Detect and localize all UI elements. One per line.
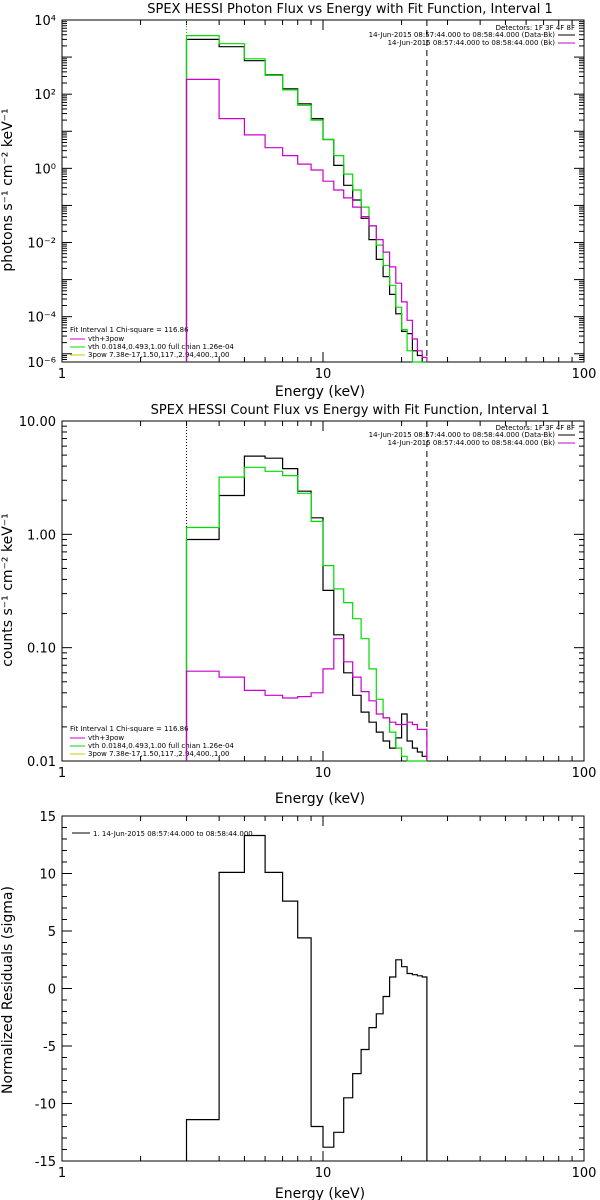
x-tick-label: 10 [315, 766, 332, 781]
x-tick-label: 100 [572, 1166, 597, 1181]
y-tick-label: 10² [34, 88, 56, 103]
legend-entry: 14-Jun-2015 08:57:44.000 to 08:58:44.000… [388, 39, 556, 47]
y-tick-label: 10⁰ [34, 162, 56, 177]
panel-count-flux: SPEX HESSI Count Flux vs Energy with Fit… [0, 403, 575, 807]
legend-entry: 1. 14-Jun-2015 08:57:44.000 to 08:58:44.… [93, 830, 253, 838]
plot-frame [61, 815, 585, 1162]
fit-legend-item: 3pow 7.38e-17,1.50,117.,2.94,400.,1.00 [88, 351, 230, 359]
x-tick-label: 100 [572, 766, 597, 781]
y-tick-label: -15 [35, 1155, 56, 1170]
fit-legend-header: Fit Interval 1 Chi-square = 116.86 [70, 326, 189, 334]
y-tick-label: 15 [39, 810, 56, 825]
y-tick-label: 10⁴ [34, 14, 56, 29]
x-axis-label: Energy (keV) [275, 1186, 365, 1200]
series-line-0 [185, 834, 428, 1161]
y-tick-label: 10.00 [19, 415, 56, 430]
fit-legend-item: vth+3pow [88, 734, 124, 742]
y-tick-label: 10 [39, 868, 56, 883]
x-axis-label: Energy (keV) [275, 791, 365, 807]
y-tick-label: 0.10 [27, 642, 56, 657]
y-tick-label: 0 [48, 983, 56, 998]
legend-detectors: Detectors: 1F 3F 4F 8F [496, 24, 575, 32]
y-axis-label: counts s⁻¹ cm⁻² keV⁻¹ [0, 513, 16, 667]
panel-residuals: Normalized Residuals (sigma) Energy (keV… [0, 830, 365, 1200]
y-axis-label: photons s⁻¹ cm⁻² keV⁻¹ [0, 108, 16, 271]
chart-title: SPEX HESSI Photon Flux vs Energy with Fi… [147, 2, 553, 17]
x-tick-label: 1 [58, 367, 66, 382]
y-tick-label: 0.01 [27, 755, 56, 770]
panel-photon-flux: SPEX HESSI Photon Flux vs Energy with Fi… [0, 2, 575, 400]
x-tick-label: 10 [315, 1166, 332, 1181]
fit-legend-item: vth 0.0184,0.493,1.00 full chian 1.26e-0… [88, 343, 234, 351]
x-axis-label: Energy (keV) [275, 384, 365, 400]
legend-entry: 14-Jun-2015 08:57:44.000 to 08:58:44.000… [388, 439, 556, 447]
legend-detectors: Detectors: 1F 3F 4F 8F [496, 424, 575, 432]
series-line-1 [185, 466, 427, 762]
series-line-0 [185, 38, 427, 363]
x-tick-label: 1 [58, 1166, 66, 1181]
series-line-1 [185, 35, 427, 363]
y-tick-label: -10 [35, 1098, 56, 1113]
legend-entry: 14-Jun-2015 08:57:44.000 to 08:58:44.000… [369, 431, 556, 439]
y-tick-label: 10⁻² [27, 237, 56, 252]
y-tick-label: 5 [48, 925, 56, 940]
x-tick-label: 1 [58, 766, 66, 781]
legend-entry: 14-Jun-2015 08:57:44.000 to 08:58:44.000… [369, 31, 556, 39]
series-line-2 [185, 78, 428, 362]
y-tick-label: -5 [43, 1040, 56, 1055]
series-line-2 [185, 638, 428, 761]
chart-title: SPEX HESSI Count Flux vs Energy with Fit… [151, 403, 550, 418]
y-tick-label: 10⁻⁴ [27, 311, 56, 326]
x-tick-label: 100 [572, 367, 597, 382]
series-line-0 [185, 455, 428, 761]
y-tick-label: 1.00 [27, 528, 56, 543]
y-tick-label: 10⁻⁶ [27, 356, 56, 371]
fit-legend-item: 3pow 7.38e-17,1.50,117.,2.94,400.,1.00 [88, 750, 230, 758]
x-tick-label: 10 [315, 367, 332, 382]
fit-legend-item: vth+3pow [88, 335, 124, 343]
fit-legend-header: Fit Interval 1 Chi-square = 116.86 [70, 725, 189, 733]
plot-frame [61, 19, 585, 363]
y-axis-label: Normalized Residuals (sigma) [0, 886, 16, 1094]
fit-legend-item: vth 0.0184,0.493,1.00 full chian 1.26e-0… [88, 742, 234, 750]
